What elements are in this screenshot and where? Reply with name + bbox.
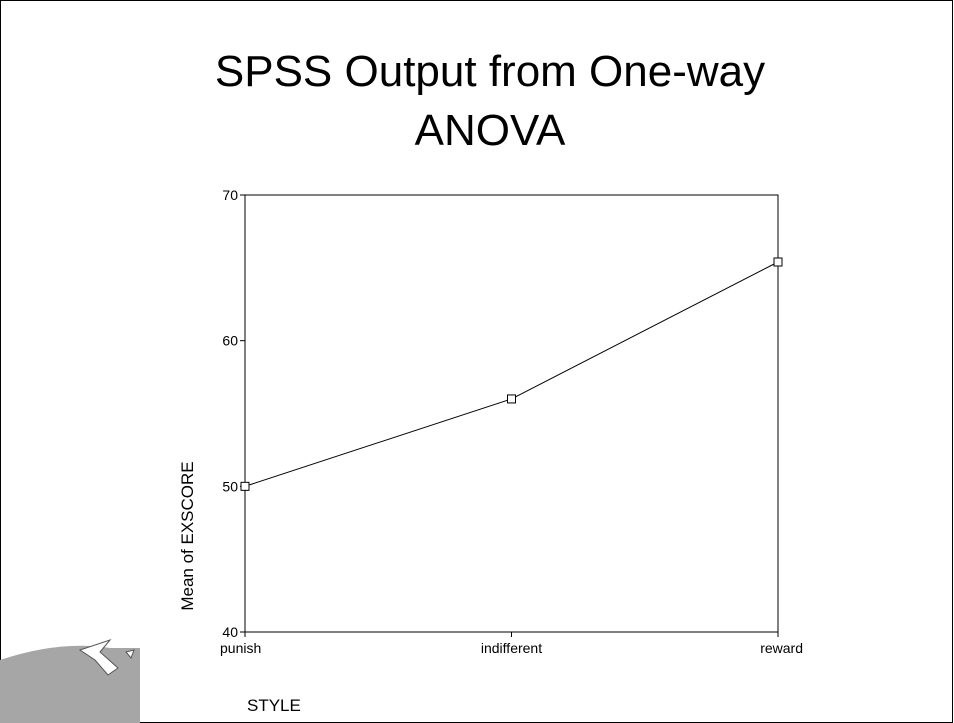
point-marker xyxy=(241,482,249,490)
point-marker xyxy=(774,258,782,266)
slide: SPSS Output from One-way ANOVA Mean of E… xyxy=(0,0,954,723)
x-tick-label: punish xyxy=(220,640,261,656)
decor-shape xyxy=(0,646,140,723)
y-tick-label: 50 xyxy=(222,478,238,494)
x-axis-label: STYLE xyxy=(247,696,301,715)
title-line: ANOVA xyxy=(415,106,566,155)
point-marker xyxy=(508,395,516,403)
y-tick-label: 40 xyxy=(222,624,238,640)
x-tick-label: reward xyxy=(760,640,803,656)
x-tick-label: indifferent xyxy=(481,640,542,656)
title-line: SPSS Output from One-way xyxy=(215,47,765,96)
y-tick-label: 70 xyxy=(222,187,238,203)
y-tick-label: 60 xyxy=(222,333,238,349)
y-axis-label: Mean of EXSCORE xyxy=(178,461,197,610)
